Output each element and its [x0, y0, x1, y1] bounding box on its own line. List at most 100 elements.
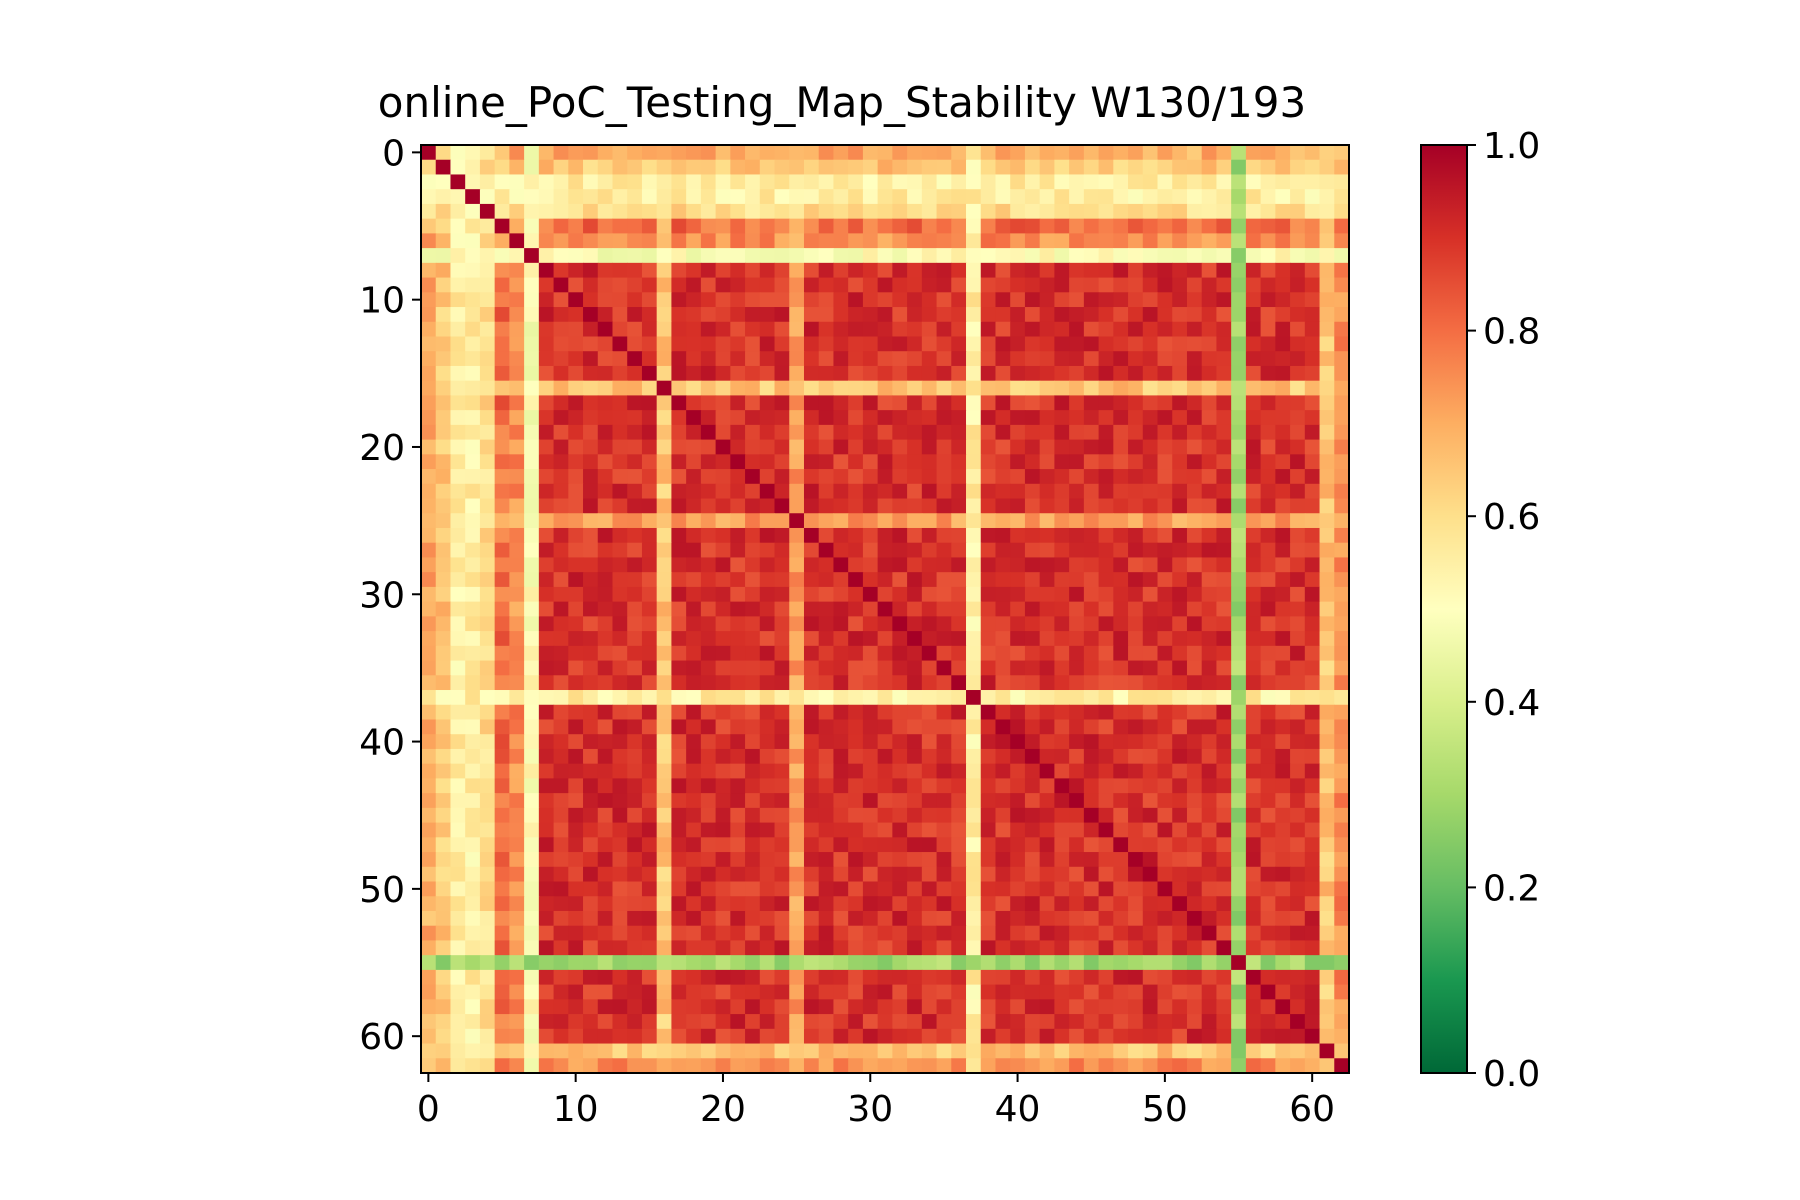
heatmap-cell: [715, 704, 731, 721]
heatmap-cell: [1024, 822, 1041, 838]
heatmap-cell: [612, 336, 628, 352]
heatmap-cell: [803, 159, 820, 176]
heatmap-cell: [1186, 645, 1203, 662]
heatmap-cell: [936, 910, 952, 927]
heatmap-cell: [1069, 572, 1085, 588]
heatmap-cell: [1054, 999, 1070, 1015]
heatmap-cell: [921, 586, 938, 603]
heatmap-cell: [951, 189, 967, 205]
heatmap-cell: [538, 439, 555, 455]
heatmap-cell: [656, 218, 673, 234]
heatmap-cell: [700, 940, 717, 956]
heatmap-cell: [627, 1043, 643, 1059]
heatmap-cell: [538, 513, 555, 529]
heatmap-cell: [656, 896, 673, 912]
heatmap-cell: [774, 748, 790, 765]
heatmap-cell: [435, 145, 452, 161]
heatmap-cell: [524, 631, 540, 647]
heatmap-cell: [730, 248, 746, 264]
heatmap-cell: [656, 262, 673, 279]
heatmap-cell: [1113, 601, 1129, 617]
heatmap-cell: [789, 616, 805, 632]
heatmap-cell: [877, 1043, 893, 1059]
heatmap-cell: [1142, 837, 1159, 853]
heatmap-cell: [1024, 719, 1041, 735]
heatmap-cell: [1231, 778, 1247, 794]
heatmap-cell: [789, 1014, 805, 1030]
heatmap-cell: [1275, 410, 1291, 426]
heatmap-cell: [803, 1058, 820, 1074]
heatmap-cell: [715, 174, 731, 190]
heatmap-cell: [789, 527, 805, 544]
heatmap-cell: [892, 807, 908, 824]
heatmap-cell: [450, 852, 466, 868]
heatmap-cell: [583, 513, 599, 529]
heatmap-cell: [1098, 365, 1114, 382]
heatmap-cell: [848, 439, 864, 455]
heatmap-cell: [980, 999, 997, 1015]
heatmap-cell: [1231, 793, 1247, 809]
heatmap-cell: [848, 159, 864, 176]
heatmap-cell: [1157, 837, 1173, 853]
heatmap-cell: [1186, 881, 1203, 897]
heatmap-cell: [641, 852, 658, 868]
heatmap-cell: [1128, 189, 1144, 205]
heatmap-cell: [700, 203, 717, 220]
heatmap-cell: [479, 351, 496, 367]
heatmap-cell: [1113, 395, 1129, 411]
heatmap-cell: [789, 748, 805, 765]
heatmap-cell: [803, 262, 820, 279]
heatmap-cell: [966, 1043, 982, 1059]
heatmap-cell: [494, 866, 510, 883]
heatmap-cell: [803, 984, 820, 1000]
heatmap-cell: [627, 572, 643, 588]
heatmap-cell: [583, 424, 599, 441]
heatmap-cell: [553, 439, 569, 455]
heatmap-cell: [597, 984, 614, 1000]
heatmap-cell: [951, 145, 967, 161]
heatmap-cell: [494, 881, 510, 897]
heatmap-cell: [730, 365, 746, 382]
heatmap-cell: [435, 365, 452, 382]
heatmap-cell: [877, 483, 893, 500]
heatmap-cell: [1186, 837, 1203, 853]
heatmap-cell: [1172, 203, 1188, 220]
heatmap-cell: [641, 807, 658, 824]
heatmap-cell: [700, 748, 717, 765]
heatmap-cell: [612, 174, 628, 190]
heatmap-cell: [995, 277, 1011, 293]
heatmap-cell: [907, 1058, 923, 1074]
heatmap-cell: [597, 748, 614, 765]
heatmap-cell: [715, 218, 731, 234]
heatmap-cell: [553, 910, 569, 927]
heatmap-cell: [892, 719, 908, 735]
heatmap-cell: [479, 852, 496, 868]
heatmap-cell: [907, 469, 923, 485]
heatmap-cell: [936, 277, 952, 293]
heatmap-cell: [818, 454, 835, 470]
heatmap-cell: [1304, 454, 1321, 470]
heatmap-cell: [1010, 557, 1026, 573]
heatmap-cell: [774, 881, 790, 897]
heatmap-cell: [1128, 365, 1144, 382]
heatmap-cell: [671, 704, 687, 721]
heatmap-cell: [1054, 881, 1070, 897]
heatmap-cell: [818, 159, 835, 176]
heatmap-cell: [759, 955, 776, 971]
heatmap-cell: [421, 218, 437, 234]
heatmap-cell: [833, 866, 849, 883]
heatmap-cell: [1113, 852, 1129, 868]
heatmap-cell: [1128, 527, 1144, 544]
heatmap-cell: [862, 218, 879, 234]
heatmap-cell: [479, 925, 496, 942]
heatmap-cell: [686, 233, 702, 249]
heatmap-cell: [612, 984, 628, 1000]
heatmap-cell: [1245, 807, 1262, 824]
heatmap-cell: [1054, 277, 1070, 293]
heatmap-cell: [1039, 292, 1055, 308]
heatmap-cell: [1290, 365, 1306, 382]
heatmap-cell: [700, 218, 717, 234]
heatmap-cell: [848, 896, 864, 912]
heatmap-cell: [583, 203, 599, 220]
heatmap-cell: [553, 527, 569, 544]
